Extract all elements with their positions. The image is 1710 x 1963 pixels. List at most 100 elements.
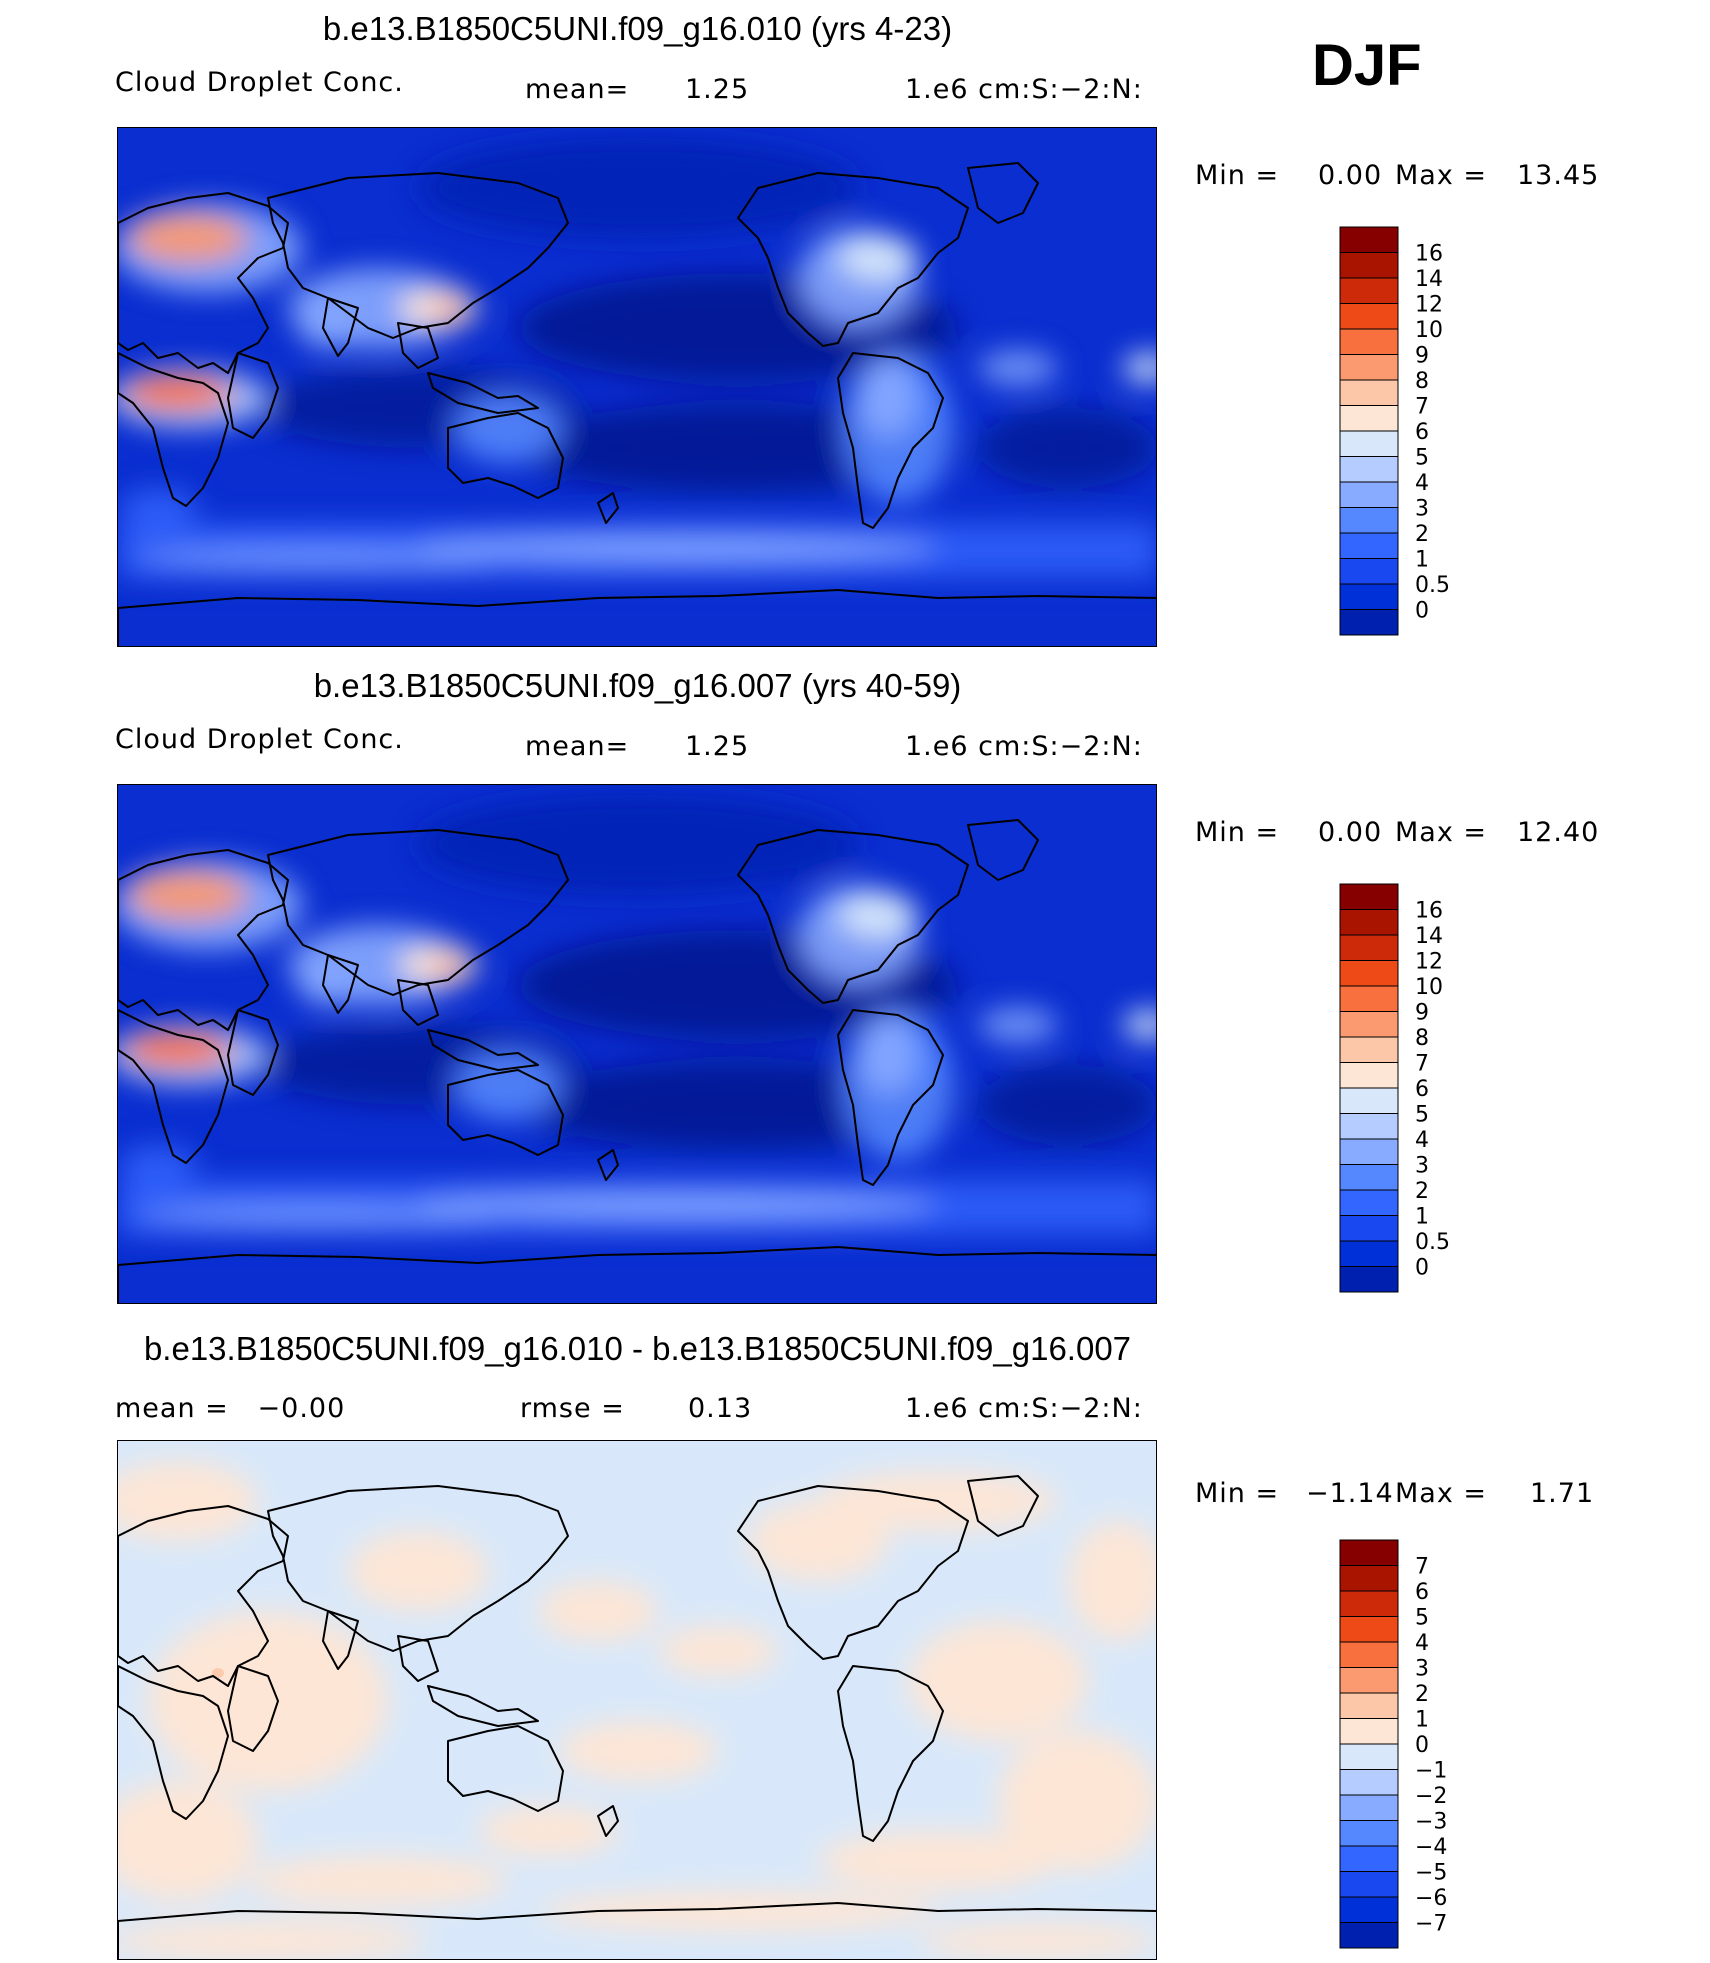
colorbar-swatch: [1339, 960, 1399, 987]
map-plot: [117, 784, 1157, 1304]
colorbar-swatch: [1339, 1240, 1399, 1267]
colorbar-swatch: [1339, 379, 1399, 406]
units-label: 1.e6 cm:S:−2:N:: [905, 1393, 1143, 1424]
max-value: 13.45: [1517, 160, 1600, 191]
min-label: Min =: [1195, 817, 1280, 848]
colorbar-tick-label: 1: [1415, 548, 1429, 573]
coastline-australia: [447, 412, 564, 499]
colorbar-swatch: [1339, 1113, 1399, 1140]
coastline-namerica: [737, 172, 969, 347]
colorbar-swatch: [1339, 1641, 1399, 1668]
coastline-europe_africa: [118, 849, 289, 1164]
max-label: Max =: [1395, 1478, 1488, 1509]
colorbar-tick-label: 5: [1415, 1606, 1429, 1631]
colorbar-tick-label: 5: [1415, 446, 1429, 471]
coastline-nz: [597, 492, 619, 524]
colorbar: 16 14 12 10 9 8 7 6 5 4 3 2 1 0.5 0: [1339, 226, 1450, 637]
colorbar-tick-label: 7: [1415, 395, 1429, 420]
colorbar-tick-label: 7: [1415, 1555, 1429, 1580]
coastline-samerica: [837, 352, 944, 529]
coastline-asia: [267, 1485, 569, 1652]
panel-middle: b.e13.B1850C5UNI.f09_g16.007 (yrs 40-59)…: [0, 654, 1710, 1309]
colorbar-swatch: [1339, 1011, 1399, 1038]
coastline-antarctica: [118, 1902, 1156, 1959]
coastline-samerica: [837, 1009, 944, 1186]
min-label: Min =: [1195, 160, 1280, 191]
colorbar-swatch: [1339, 1215, 1399, 1242]
coastline-nz: [597, 1149, 619, 1181]
coastline-india: [322, 954, 359, 1014]
colorbar: 7 6 5 4 3 2 1 0 −1 −2 −3 −4 −5 −6 −7: [1339, 1539, 1447, 1950]
min-value: 0.00: [1318, 817, 1383, 848]
colorbar-tick-label: 3: [1415, 497, 1429, 522]
colorbar-tick-label: 8: [1415, 1026, 1429, 1051]
colorbar-swatch: [1339, 583, 1399, 610]
colorbar-tick-label: 4: [1415, 471, 1429, 496]
panel-difference: b.e13.B1850C5UNI.f09_g16.010 - b.e13.B18…: [0, 1308, 1710, 1963]
colorbar-tick-label: 0: [1415, 1733, 1429, 1758]
colorbar-swatch: [1339, 1036, 1399, 1063]
rmse-value: 0.13: [688, 1393, 753, 1424]
colorbar-tick-label: 16: [1415, 242, 1443, 267]
colorbar-tick-label: 4: [1415, 1631, 1429, 1656]
colorbar-tick-label: −6: [1415, 1886, 1447, 1911]
colorbar-swatch: [1339, 1616, 1399, 1643]
coastline-namerica: [737, 1485, 969, 1660]
max-label: Max =: [1395, 160, 1488, 191]
panel-title: b.e13.B1850C5UNI.f09_g16.007 (yrs 40-59): [313, 667, 962, 704]
colorbar-tick-label: 12: [1415, 950, 1443, 975]
colorbar-swatch: [1339, 934, 1399, 961]
season-label: DJF: [1312, 33, 1422, 98]
mean-diff-label: mean = −0.00: [115, 1393, 346, 1424]
coastline-namerica: [737, 829, 969, 1004]
colorbar-tick-label: 10: [1415, 975, 1443, 1000]
panel-title: b.e13.B1850C5UNI.f09_g16.010 (yrs 4-23): [322, 10, 953, 47]
min-value: −1.14: [1306, 1478, 1394, 1509]
colorbar-swatch: [1339, 1266, 1399, 1293]
colorbar-swatch: [1339, 1769, 1399, 1796]
coastline-antarctica: [118, 1246, 1156, 1303]
panel-title: b.e13.B1850C5UNI.f09_g16.010 - b.e13.B18…: [143, 1330, 1132, 1367]
colorbar-swatch: [1339, 1896, 1399, 1923]
colorbar-swatch: [1339, 1718, 1399, 1745]
coastline-australia: [447, 1725, 564, 1812]
colorbar-tick-label: 14: [1415, 267, 1443, 292]
colorbar-tick-label: −7: [1415, 1912, 1447, 1937]
colorbar-tick-label: −5: [1415, 1861, 1447, 1886]
colorbar-tick-label: 6: [1415, 420, 1429, 445]
coastline-india: [322, 297, 359, 357]
colorbar-tick-label: 7: [1415, 1052, 1429, 1077]
map-plot: [117, 127, 1157, 647]
colorbar-swatch: [1339, 507, 1399, 534]
coastline-africa_east: [227, 1009, 279, 1096]
colorbar-tick-label: 4: [1415, 1128, 1429, 1153]
colorbar-tick-label: 6: [1415, 1077, 1429, 1102]
colorbar-swatch: [1339, 1062, 1399, 1089]
colorbar-swatch: [1339, 1794, 1399, 1821]
colorbar-swatch: [1339, 909, 1399, 936]
coastline-seasia: [397, 322, 539, 414]
map-plot: [117, 1440, 1157, 1960]
coastline-india: [322, 1610, 359, 1670]
mean-value: 1.25: [685, 74, 750, 105]
mean-label: mean=: [525, 74, 630, 105]
colorbar-swatch: [1339, 1667, 1399, 1694]
max-value: 1.71: [1530, 1478, 1595, 1509]
colorbar-swatch: [1339, 1164, 1399, 1191]
colorbar-swatch: [1339, 1590, 1399, 1617]
coastline-africa_east: [227, 352, 279, 439]
coastline-asia: [267, 172, 569, 339]
colorbar-swatch: [1339, 1871, 1399, 1898]
colorbar-swatch: [1339, 1922, 1399, 1949]
colorbar-tick-label: 0.5: [1415, 1230, 1450, 1255]
variable-label: Cloud Droplet Conc.: [115, 67, 404, 98]
colorbar-swatch: [1339, 1743, 1399, 1770]
panel-top: b.e13.B1850C5UNI.f09_g16.010 (yrs 4-23) …: [0, 0, 1710, 655]
colorbar-tick-label: 12: [1415, 293, 1443, 318]
colorbar-swatch: [1339, 1087, 1399, 1114]
colorbar-swatch: [1339, 532, 1399, 559]
coastline-greenland: [967, 1475, 1039, 1537]
colorbar-swatch: [1339, 558, 1399, 585]
colorbar-tick-label: 0: [1415, 599, 1429, 624]
colorbar-tick-label: 1: [1415, 1708, 1429, 1733]
